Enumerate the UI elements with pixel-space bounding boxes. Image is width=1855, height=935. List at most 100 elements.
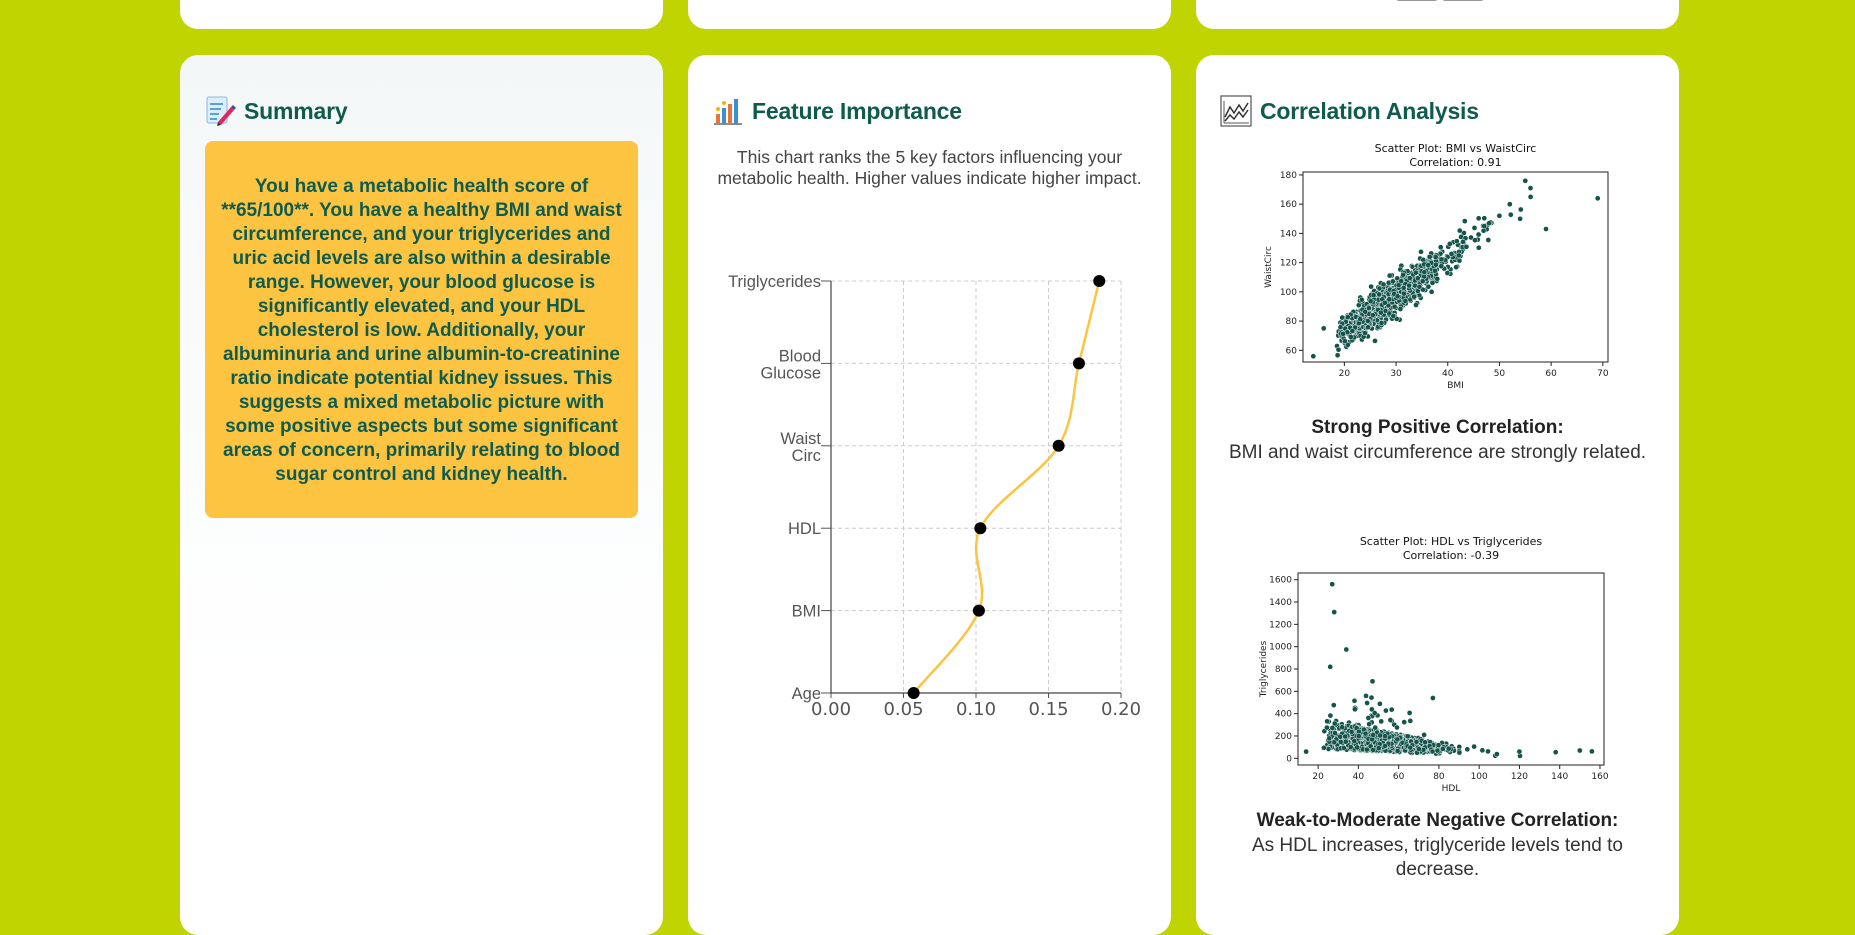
scatter-point	[1372, 338, 1378, 344]
scatter-point	[1429, 748, 1436, 755]
scatter-point	[1439, 746, 1446, 752]
scatter-point	[1425, 262, 1432, 268]
feature-importance-card: Feature Importance This chart ranks the …	[688, 55, 1171, 935]
scatter-point	[1507, 211, 1514, 218]
scatter-point	[1389, 278, 1396, 285]
scatter-point	[1506, 201, 1513, 208]
scatter-point	[1370, 732, 1377, 738]
correlation-2-text: As HDL increases, triglyceride levels te…	[1251, 835, 1623, 880]
scatter-point	[1455, 252, 1462, 259]
top-button-right[interactable]	[1442, 0, 1484, 1]
y-tick-label: 1000	[1269, 643, 1292, 653]
scatter-point	[1527, 185, 1534, 191]
top-card-3	[1196, 0, 1679, 29]
scatter-point	[1395, 282, 1402, 289]
scatter-point	[1517, 215, 1523, 222]
scatter-point	[1414, 275, 1421, 282]
summary-text: You have a metabolic health score of **6…	[221, 176, 622, 485]
scatter-subtitle: Correlation: -0.39	[1403, 549, 1499, 562]
scatter-point	[1517, 206, 1524, 213]
scatter-point	[1377, 700, 1383, 707]
y-tick-label: Triglycerides	[728, 273, 821, 291]
scatter-point	[1425, 283, 1432, 290]
scatter-point	[1329, 725, 1336, 731]
x-tick-label: 60	[1393, 772, 1405, 782]
scatter-point	[1334, 352, 1341, 359]
scatter-point	[1432, 267, 1438, 274]
memo-icon	[204, 95, 236, 127]
y-tick-label: BMI	[792, 603, 821, 621]
scatter-point	[1485, 237, 1492, 243]
top-card-1	[180, 0, 663, 29]
feature-importance-header: Feature Importance	[712, 95, 962, 127]
x-tick-label: 40	[1442, 369, 1454, 379]
scatter-point	[1344, 341, 1351, 348]
scatter-point	[1337, 733, 1344, 740]
correlation-header: Correlation Analysis	[1220, 95, 1479, 127]
x-tick-label: 40	[1353, 772, 1365, 782]
scatter-point	[1382, 743, 1388, 749]
y-tick-label: Blood	[779, 347, 821, 365]
scatter-point	[1390, 313, 1397, 319]
scatter-point	[1397, 306, 1404, 312]
scatter-point	[1481, 215, 1488, 222]
scatter-point	[1437, 244, 1444, 251]
scatter-point	[1330, 702, 1337, 708]
y-tick-label: 140	[1280, 229, 1297, 239]
scatter-point	[1398, 278, 1404, 285]
importance-point	[972, 604, 985, 617]
scatter-point	[1371, 710, 1378, 716]
scatter-point	[1475, 231, 1482, 238]
scatter-point	[1418, 248, 1424, 255]
scatter-point	[1394, 724, 1400, 731]
scatter-point	[1522, 177, 1529, 184]
scatter-point	[1463, 243, 1470, 250]
scatter-point	[1370, 292, 1377, 299]
scatter-point	[1344, 314, 1351, 320]
x-tick-label: 20	[1339, 369, 1351, 379]
scatter-point	[1413, 269, 1419, 276]
scatter-point	[1453, 264, 1459, 271]
scatter-point	[1347, 744, 1354, 750]
scatter-point	[1471, 743, 1477, 750]
scatter-point	[1327, 712, 1334, 719]
scatter-point	[1407, 718, 1414, 724]
y-tick-label: 160	[1280, 200, 1297, 210]
scatter-point	[1388, 706, 1395, 713]
correlation-1-text: BMI and waist circumference are strongly…	[1228, 442, 1647, 463]
scatter-point	[1357, 316, 1364, 323]
scatter-point	[1331, 609, 1338, 615]
scatter-point	[1366, 721, 1372, 727]
top-card-2	[688, 0, 1171, 29]
scatter-point	[1445, 745, 1452, 752]
scatter-point	[1369, 312, 1376, 318]
scatter-point	[1351, 738, 1358, 744]
scatter-point	[1432, 254, 1439, 260]
scatter-point	[1406, 710, 1413, 716]
scatter-point	[1331, 720, 1338, 727]
scatter-point	[1421, 732, 1427, 738]
scatter-point	[1421, 269, 1428, 276]
scatter-point	[1429, 279, 1436, 286]
scatter-point	[1342, 338, 1348, 344]
scatter-point	[1343, 646, 1350, 653]
scatter-point	[1386, 272, 1393, 279]
scatter-point	[1368, 694, 1375, 701]
importance-point	[907, 687, 920, 699]
y-tick-label: Glucose	[760, 364, 821, 382]
scatter-point	[1372, 724, 1379, 731]
scatter-point	[1471, 225, 1478, 231]
x-axis-label: BMI	[1447, 381, 1464, 390]
scatter-point	[1485, 748, 1491, 755]
scatter-point	[1362, 308, 1369, 315]
scatter-point	[1370, 747, 1377, 753]
scatter-point	[1594, 195, 1601, 202]
scatter-point	[1342, 738, 1349, 745]
scatter-point	[1342, 733, 1349, 740]
scatter-point	[1394, 736, 1401, 743]
scatter-point	[1394, 748, 1401, 754]
x-tick-label: 160	[1591, 772, 1608, 782]
top-button-left[interactable]	[1396, 0, 1438, 1]
x-tick-label: 60	[1545, 369, 1557, 379]
scatter-point	[1460, 238, 1466, 245]
